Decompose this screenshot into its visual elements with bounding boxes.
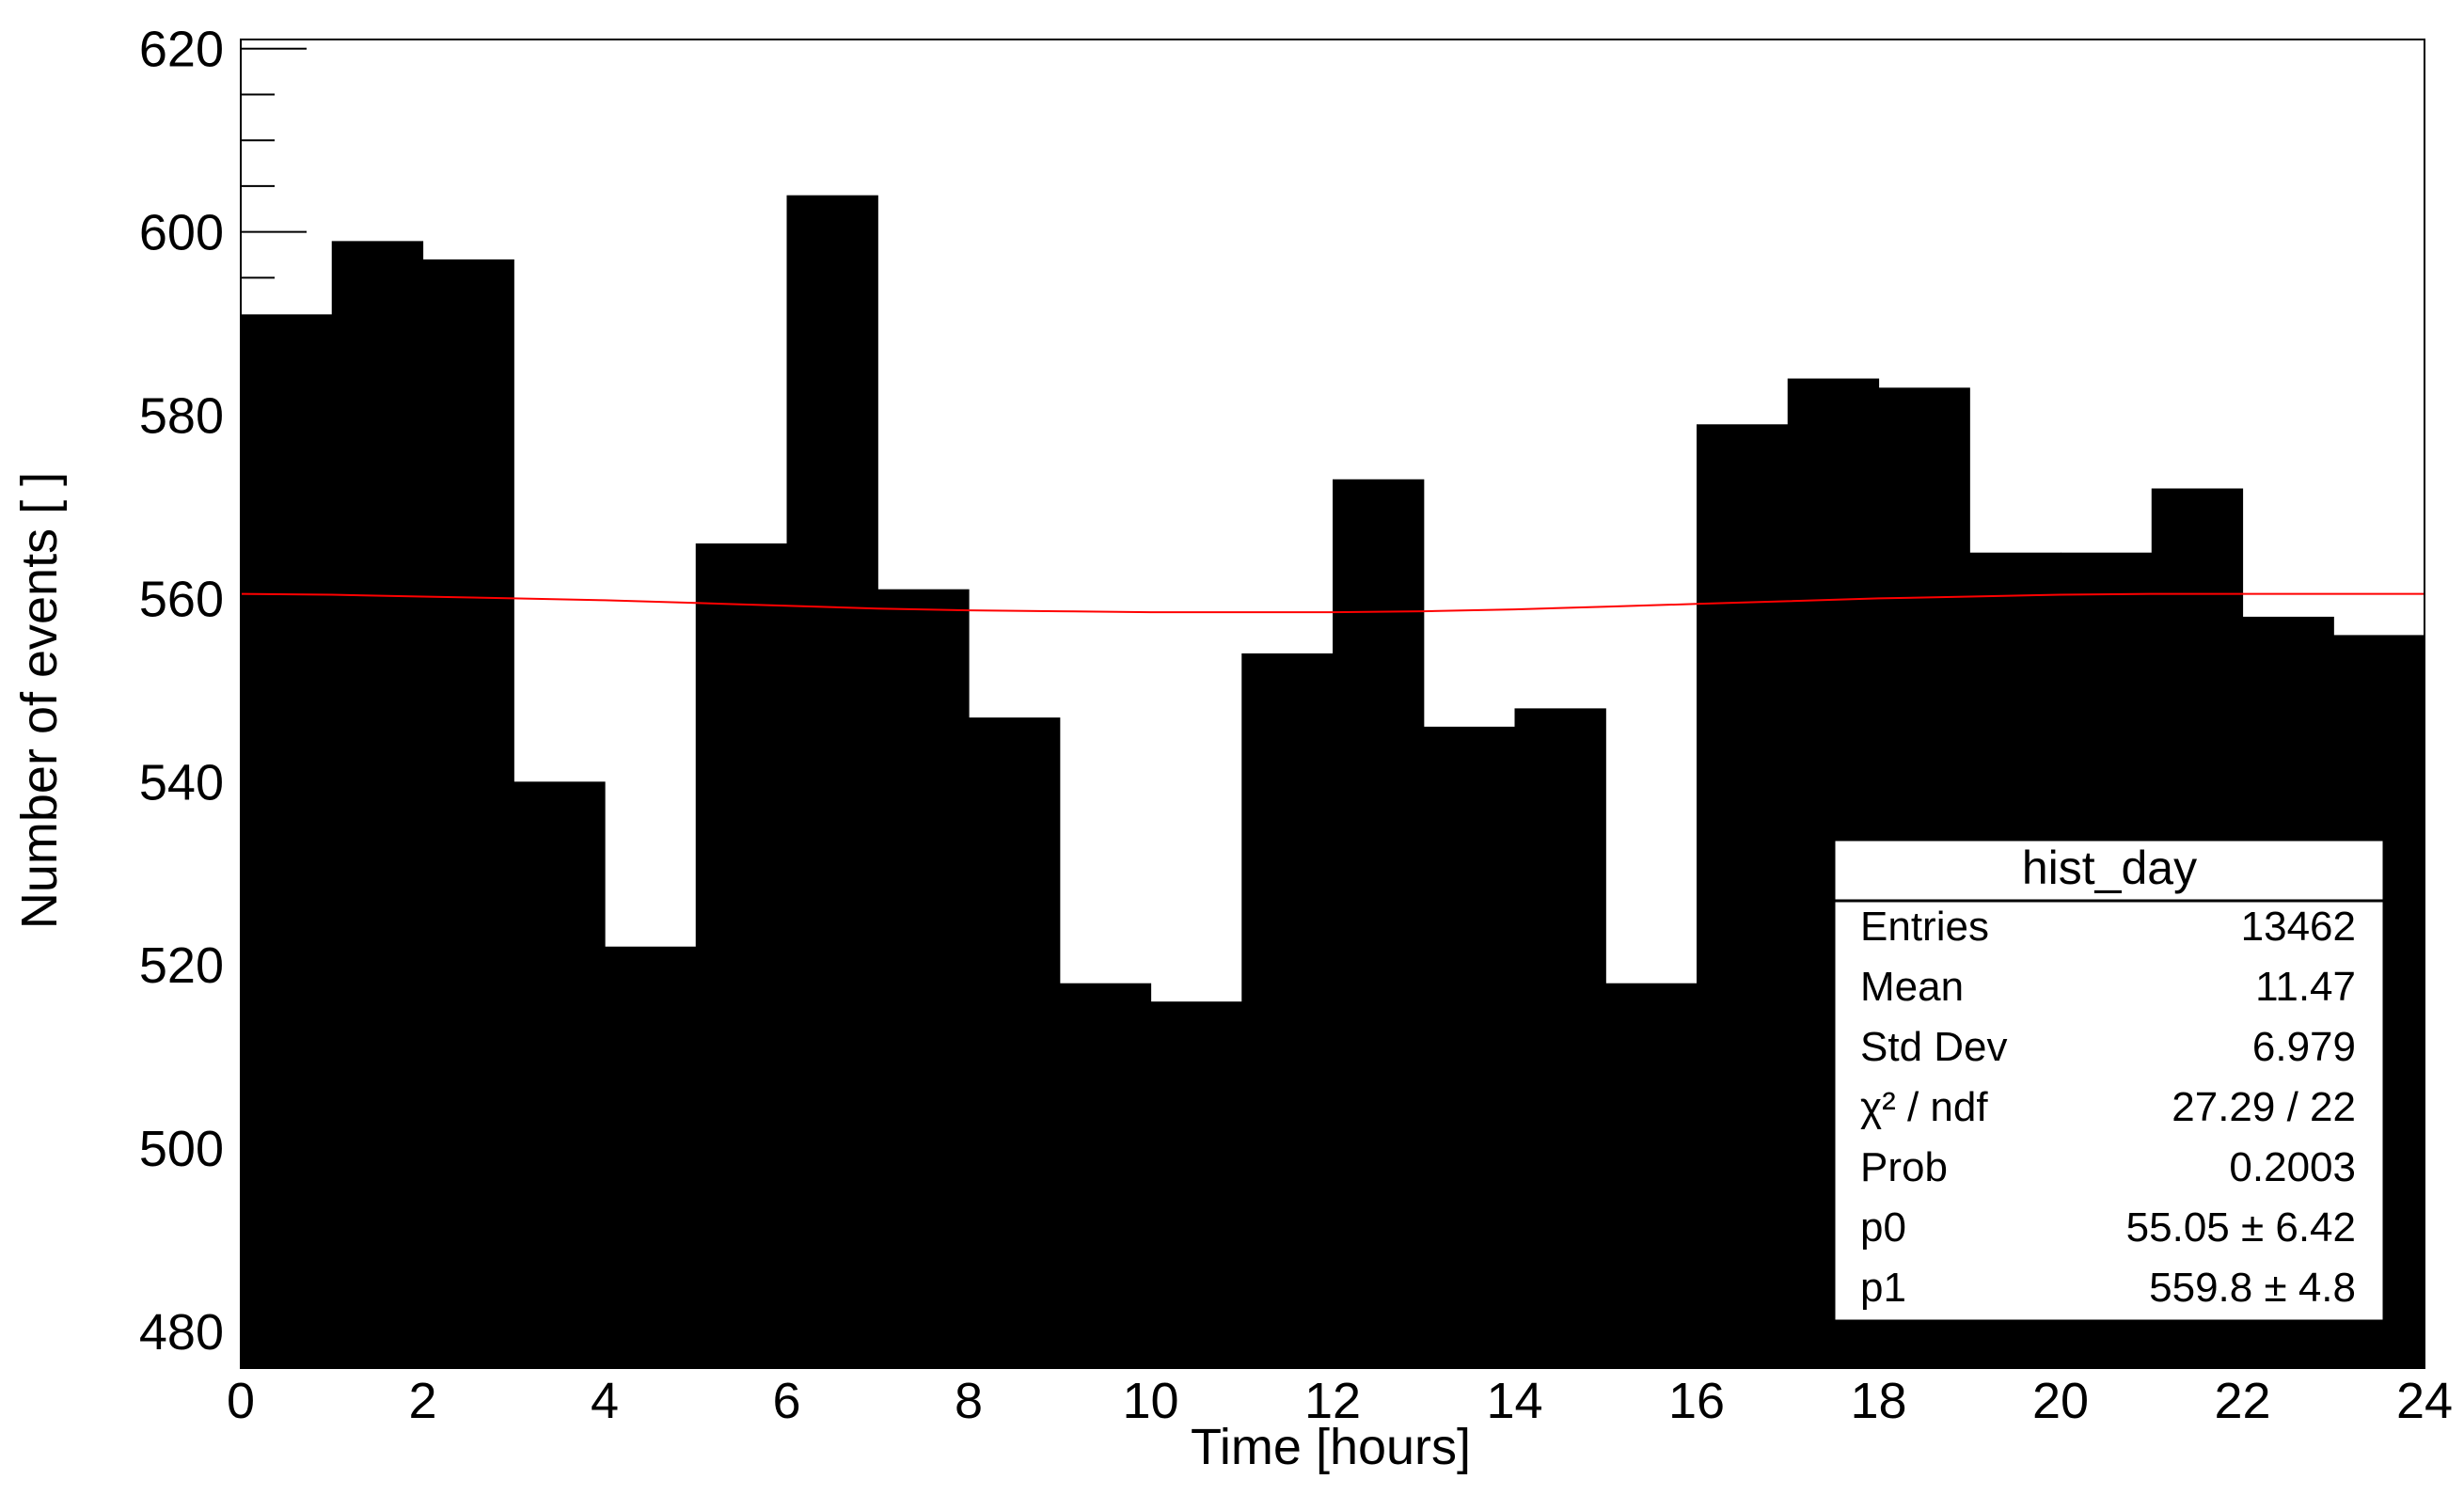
y-tick-label: 600 — [139, 205, 224, 261]
plot-frame — [240, 39, 2425, 1369]
histogram-bar — [1423, 726, 1516, 1368]
fit-line-layer — [240, 592, 2425, 614]
histogram-bar — [1059, 983, 1152, 1368]
stats-row-value: 11.47 — [2255, 964, 2356, 1010]
stats-row-label: Std Dev — [1860, 1024, 2008, 1070]
histogram-bar — [513, 781, 606, 1368]
stats-row-value: 55.05 ± 6.42 — [2126, 1204, 2356, 1251]
x-axis: 0 2 4 6 8 10 12 14 16 18 20 22 24 — [227, 1373, 2453, 1429]
histogram-bar — [1150, 1001, 1242, 1368]
histogram-bar — [1514, 708, 1606, 1368]
histogram-bar — [605, 946, 697, 1368]
histogram-bar — [786, 195, 878, 1368]
plot-frame-border — [240, 39, 2425, 1369]
stats-row-label: Prob — [1860, 1144, 1948, 1190]
stats-row-label: χ² / ndf — [1860, 1084, 1988, 1130]
x-tick-label: 2 — [408, 1373, 436, 1429]
stats-row-value: 13462 — [2241, 904, 2356, 950]
stats-row-label: Mean — [1860, 964, 1964, 1010]
x-tick-label: 10 — [1122, 1373, 1178, 1429]
histogram-bar — [695, 543, 788, 1368]
histogram-bar — [1605, 983, 1698, 1368]
stats-row-label: p0 — [1860, 1204, 1906, 1251]
stats-row-value: 0.2003 — [2229, 1144, 2356, 1190]
stats-row-value: 559.8 ± 4.8 — [2149, 1265, 2356, 1311]
stats-box-background — [1832, 838, 2386, 1323]
x-tick-label: 0 — [227, 1373, 255, 1429]
x-tick-label: 20 — [2032, 1373, 2089, 1429]
x-tick-label: 8 — [955, 1373, 983, 1429]
histogram-bar — [1241, 653, 1334, 1368]
histogram-bar — [241, 314, 333, 1368]
x-tick-label: 22 — [2214, 1373, 2270, 1429]
x-tick-label: 6 — [772, 1373, 800, 1429]
x-tick-label: 16 — [1668, 1373, 1725, 1429]
histogram-bar — [1333, 479, 1425, 1368]
y-tick-label: 560 — [139, 571, 224, 627]
stats-box-title: hist_day — [2022, 842, 2197, 894]
x-tick-label: 24 — [2396, 1373, 2453, 1429]
stats-row-value: 27.29 / 22 — [2172, 1084, 2356, 1130]
x-axis-title: Time [hours] — [1191, 1419, 1471, 1475]
x-tick-label: 14 — [1486, 1373, 1542, 1429]
histogram-bar — [331, 241, 424, 1368]
histogram-bar — [969, 717, 1061, 1368]
histogram-bar — [877, 589, 970, 1368]
histogram-bars — [241, 195, 2425, 1369]
y-tick-label: 540 — [139, 754, 224, 810]
y-axis-title: Number of events [ ] — [11, 472, 68, 929]
y-tick-label: 520 — [139, 937, 224, 994]
y-axis: 480 500 520 540 560 580 600 620 — [139, 22, 307, 1361]
stats-row-label: p1 — [1860, 1265, 1906, 1311]
stats-row-label: Entries — [1860, 904, 1989, 950]
histogram-bar — [1697, 424, 1789, 1369]
x-tick-label: 4 — [591, 1373, 619, 1429]
histogram-bar — [422, 259, 514, 1368]
y-tick-label: 620 — [139, 22, 224, 78]
stats-box: hist_day Entries 13462 Mean 11.47 Std Dev 6.9… — [1832, 838, 2386, 1323]
fit-line — [240, 592, 2425, 614]
y-tick-label: 580 — [139, 388, 224, 445]
y-tick-label: 480 — [139, 1304, 224, 1361]
stats-row-value: 6.979 — [2252, 1024, 2356, 1070]
stats-rows: Entries 13462 Mean 11.47 Std Dev 6.979 χ² / nd… — [1860, 904, 2356, 1311]
x-tick-label: 18 — [1850, 1373, 1906, 1429]
y-tick-label: 500 — [139, 1121, 224, 1177]
x-tick-label: 12 — [1304, 1373, 1361, 1429]
